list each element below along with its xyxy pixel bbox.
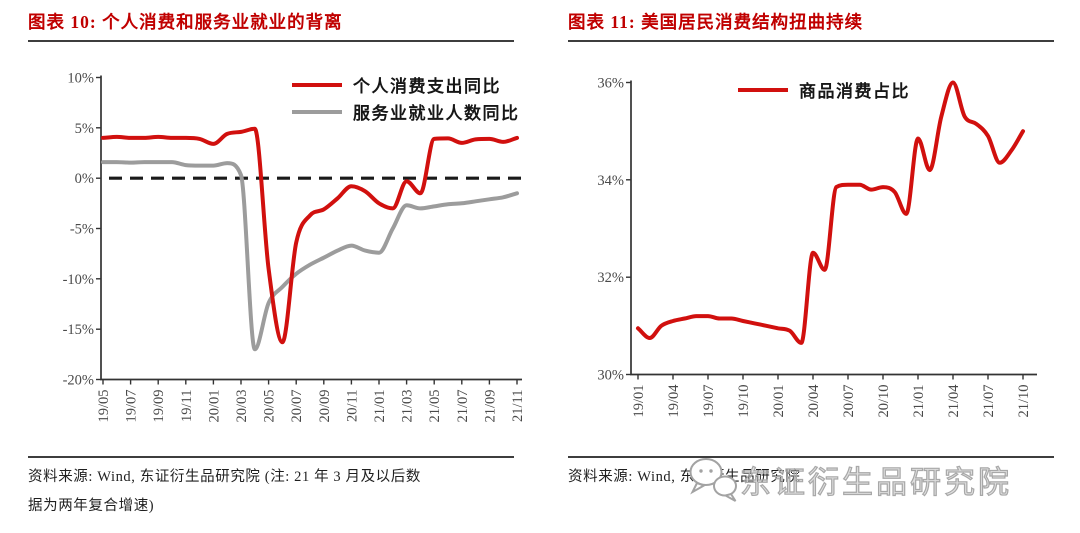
goods-share-line (636, 80, 1025, 345)
y-tick-label: -5% (70, 222, 94, 238)
x-tick-label: 21/05 (427, 390, 443, 423)
figure-11-source-rule (568, 456, 1054, 458)
figure-10-source-rule (28, 456, 514, 458)
legend-label-services-employment: 服务业就业人数同比 (353, 104, 520, 123)
legend-item-pce: 个人消费支出同比 (292, 71, 520, 98)
figure-11-panel: 图表 11: 美国居民消费结构扭曲持续 36% 34% 32% 30% 19/01 19/… (540, 0, 1080, 533)
figure-11-header: 图表 11: 美国居民消费结构扭曲持续 (568, 9, 1054, 42)
y-tick-label: -10% (63, 272, 94, 288)
figure-11-title: 图表 11: 美国居民消费结构扭曲持续 (568, 12, 864, 32)
x-tick-label: 20/10 (876, 385, 892, 418)
x-tick-label: 20/05 (262, 390, 278, 423)
x-tick-label: 21/01 (372, 390, 388, 423)
figure-10-title: 图表 10: 个人消费和服务业就业的背离 (28, 12, 343, 32)
figure-10-source-line-2: 据为两年复合增速) (28, 498, 155, 514)
x-tick-label: 20/07 (289, 390, 305, 423)
x-tick-label: 21/07 (455, 390, 471, 423)
y-tick-label: 10% (67, 71, 94, 87)
x-tick-label: 19/10 (736, 385, 752, 418)
x-tick-label: 21/09 (482, 390, 498, 423)
figure-10-source-line-1: 资料来源: Wind, 东证衍生品研究院 (注: 21 年 3 月及以后数 (28, 469, 421, 485)
watermark-text: 东证衍生品研究院 (739, 464, 1012, 500)
pce-yoy-line (101, 126, 519, 345)
y-tick-label: 30% (597, 368, 624, 384)
x-tick-label: 20/01 (771, 385, 787, 418)
x-tick-label: 20/01 (206, 390, 222, 423)
x-tick-label: 20/11 (344, 390, 360, 423)
y-tick-label: -15% (63, 322, 94, 338)
x-tick-label: 20/03 (234, 390, 250, 423)
x-tick-label: 19/09 (151, 390, 167, 423)
red-line-swatch (292, 82, 342, 87)
x-tick-label: 21/11 (510, 390, 526, 423)
figure-10-header-rule (28, 40, 514, 42)
y-tick-label: 32% (597, 270, 624, 286)
y-tick-label: 0% (75, 171, 94, 187)
x-tick-label: 21/04 (946, 384, 962, 418)
x-tick-label: 21/01 (911, 385, 927, 418)
figure-10-source: 资料来源: Wind, 东证衍生品研究院 (注: 21 年 3 月及以后数 据为… (28, 456, 514, 521)
y-tick-label: 5% (75, 121, 94, 137)
figure-10-chart: 10% 5% 0% -5% -10% -15% -20%19/05 19/07 19/09 19/… (63, 71, 526, 423)
x-tick-label: 20/09 (317, 390, 333, 423)
figure-10-panel: 图表 10: 个人消费和服务业就业的背离 10% 5% 0% -5% -10% -15% -… (28, 9, 526, 521)
services-employment-yoy-line (101, 160, 519, 352)
speech-bubbles-logo-icon (689, 458, 737, 502)
figure-10-legend: 个人消费支出同比 服务业就业人数同比 (292, 71, 520, 125)
y-tick-label: 36% (597, 76, 624, 92)
x-tick-label: 19/07 (701, 385, 717, 418)
legend-label-goods-share: 商品消费占比 (799, 82, 910, 101)
x-tick-label: 21/10 (1016, 385, 1032, 418)
x-tick-label: 19/07 (124, 390, 140, 423)
red-line-swatch (738, 87, 788, 92)
x-tick-label: 20/04 (806, 384, 822, 418)
x-tick-label: 19/01 (631, 385, 647, 418)
x-tick-label: 19/04 (666, 384, 682, 418)
figure-11-source-line-1: 资料来源: Wind, 东证衍生品研究院 (568, 469, 801, 485)
x-tick-label: 19/11 (179, 390, 195, 423)
figure-11-chart: 36% 34% 32% 30% 19/01 19/04 19/07 19/10 20/01 20/… (597, 76, 1037, 418)
gray-line-swatch (292, 109, 342, 114)
figure-11-source: 资料来源: Wind, 东证衍生品研究院 (568, 456, 1054, 492)
legend-item-goods-share: 商品消费占比 (738, 76, 910, 103)
brand-watermark: 东证衍生品研究院 (686, 454, 1012, 504)
figure-11-legend: 商品消费占比 (738, 76, 910, 103)
x-tick-label: 21/07 (981, 385, 997, 418)
x-tick-label: 19/05 (96, 390, 112, 423)
legend-label-pce: 个人消费支出同比 (353, 77, 501, 96)
x-tick-label: 21/03 (400, 390, 416, 423)
y-tick-label: 34% (597, 173, 624, 189)
figure-10-header: 图表 10: 个人消费和服务业就业的背离 (28, 9, 514, 42)
x-tick-label: 20/07 (841, 385, 857, 418)
figure-11-header-rule (568, 40, 1054, 42)
y-tick-label: -20% (63, 373, 94, 389)
legend-item-services-employment: 服务业就业人数同比 (292, 98, 520, 125)
